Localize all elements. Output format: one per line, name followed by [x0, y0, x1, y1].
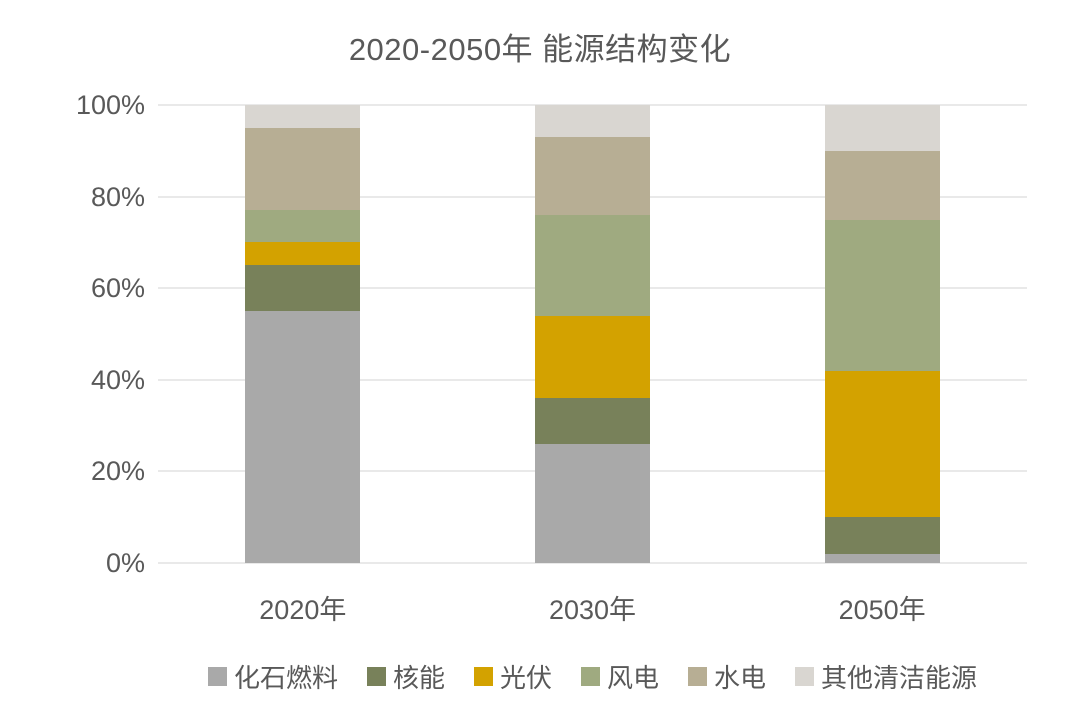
bar-segment-水电: [535, 137, 650, 215]
bar-segment-化石燃料: [824, 553, 940, 563]
y-axis-tick-label: 80%: [90, 181, 145, 212]
gridline: [158, 104, 1027, 106]
y-axis-tick-label: 100%: [75, 90, 145, 120]
gridline: [158, 562, 1027, 564]
y-axis-tick-label: 60%: [90, 273, 145, 304]
legend-label: 风电: [607, 663, 660, 693]
bar-segment-核能: [535, 398, 650, 444]
x-axis-tick-label: 2030年: [548, 595, 637, 625]
bar-segment-化石燃料: [245, 311, 361, 563]
legend-label: 化石燃料: [233, 663, 338, 693]
bar-column: [245, 105, 361, 563]
legend-swatch: [581, 667, 600, 686]
y-axis-tick-label: 0%: [105, 548, 145, 578]
bar-segment-水电: [245, 127, 361, 211]
bar-segment-光伏: [245, 242, 361, 266]
x-axis-tick-label: 2050年: [838, 595, 926, 625]
bar-column: [535, 105, 650, 563]
bar-segment-其他清洁能源: [535, 105, 650, 138]
legend-item: 水电: [688, 658, 766, 695]
legend-swatch: [795, 667, 815, 686]
legend-item: 核能: [366, 658, 445, 695]
y-axis-tick-label: 40%: [90, 364, 145, 395]
legend-swatch: [688, 667, 708, 686]
legend-label: 核能: [392, 663, 445, 693]
legend-label: 水电: [714, 663, 767, 693]
bar-segment-核能: [824, 517, 940, 554]
legend-item: 光伏: [473, 658, 552, 695]
bar-segment-风电: [535, 214, 650, 316]
legend-swatch: [207, 667, 227, 686]
bar-segment-核能: [245, 265, 361, 312]
bar-segment-其他清洁能源: [824, 105, 940, 151]
legend-item: 其他清洁能源: [795, 658, 977, 695]
bar-segment-风电: [245, 210, 361, 243]
bar-segment-化石燃料: [535, 443, 650, 563]
x-axis-tick-label: 2020年: [259, 595, 347, 625]
chart-title: 2020-2050年 能源结构变化: [348, 32, 732, 67]
legend-item: 风电: [581, 658, 659, 695]
legend: 化石燃料 核能 光伏 风电 水电 其他清洁能源: [158, 658, 1027, 695]
bar-segment-其他清洁能源: [245, 105, 361, 128]
legend-item: 化石燃料: [207, 658, 338, 695]
y-axis-tick-label: 20%: [90, 456, 145, 487]
bar-segment-光伏: [824, 370, 940, 518]
bar-column: [824, 105, 940, 563]
legend-swatch: [366, 667, 386, 686]
legend-swatch: [473, 667, 493, 686]
legend-label: 其他清洁能源: [821, 663, 978, 693]
bar-segment-风电: [824, 219, 940, 371]
bar-segment-光伏: [535, 315, 650, 399]
bar-segment-水电: [824, 150, 940, 220]
legend-label: 光伏: [499, 663, 552, 693]
